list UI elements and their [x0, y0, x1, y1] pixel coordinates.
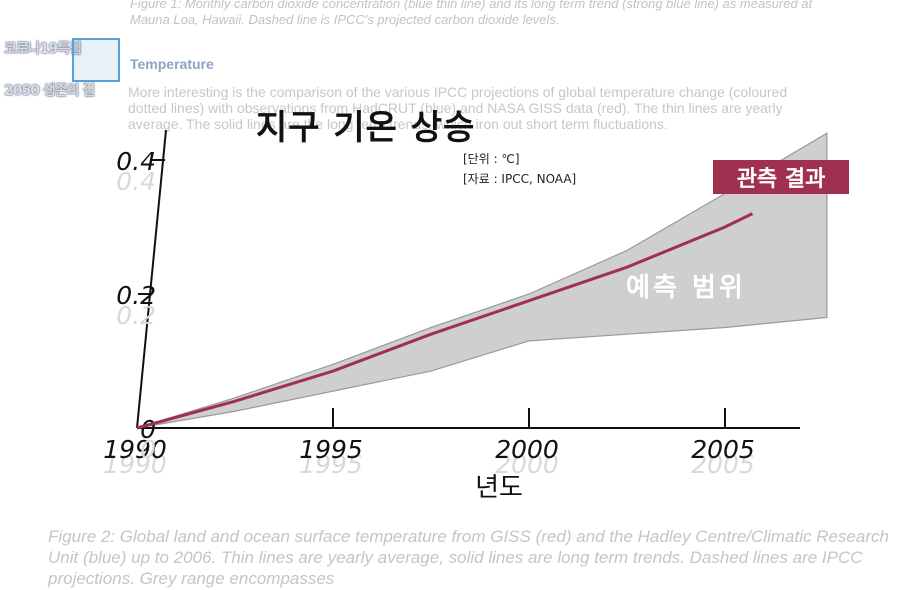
source-note: [자료 : IPCC, NOAA] — [463, 172, 577, 186]
observed-series-label: 관측 결과 — [737, 167, 826, 192]
background-body-text: More interesting is the comparison of th… — [128, 84, 788, 132]
prediction-range-band — [136, 132, 828, 429]
y-tick-label-0: 0 — [140, 415, 156, 444]
x-tick-shadow-2000: 2000 — [495, 450, 559, 479]
observed-label-box — [713, 160, 849, 194]
y-axis-line — [136, 129, 167, 429]
x-tick-shadow-1990: 1990 — [103, 450, 167, 479]
x-tick-label-1990: 1990 — [103, 435, 167, 464]
background-heading: Temperature — [130, 56, 214, 72]
y-tick-label-0.2: 0.2 — [116, 281, 156, 310]
observed-series-line — [136, 212, 754, 430]
x-axis-title: 년도 — [475, 473, 523, 503]
y-tick-shadow-0.2: 0.2 — [116, 301, 156, 330]
y-tick-shadow-0: 0 — [140, 435, 156, 464]
logo-frame — [72, 38, 120, 82]
background-figure1-caption: Figure 1: Monthly carbon dioxide concent… — [130, 0, 813, 27]
y-tick-label-0.4: 0.4 — [116, 147, 156, 176]
x-tick-label-1995: 1995 — [299, 435, 363, 464]
chart-title: 지구 기온 상승 — [256, 108, 476, 148]
unit-note: [단위 : ℃] — [463, 152, 520, 166]
logo-line2: 2050 생존의 길 — [4, 83, 95, 99]
x-tick-shadow-2005: 2005 — [691, 450, 755, 479]
logo-line1: 코로나19특집 — [4, 41, 82, 57]
program-logo: 코로나19특집 2050 생존의 길 — [4, 38, 122, 100]
x-tick-shadow-1995: 1995 — [299, 450, 363, 479]
y-tick-shadow-0.4: 0.4 — [116, 167, 156, 196]
x-tick-label-2000: 2000 — [495, 435, 559, 464]
x-tick-label-2005: 2005 — [691, 435, 755, 464]
background-figure2-caption: Figure 2: Global land and ocean surface … — [48, 527, 889, 588]
prediction-range-label: 예측 범위 — [626, 273, 746, 303]
